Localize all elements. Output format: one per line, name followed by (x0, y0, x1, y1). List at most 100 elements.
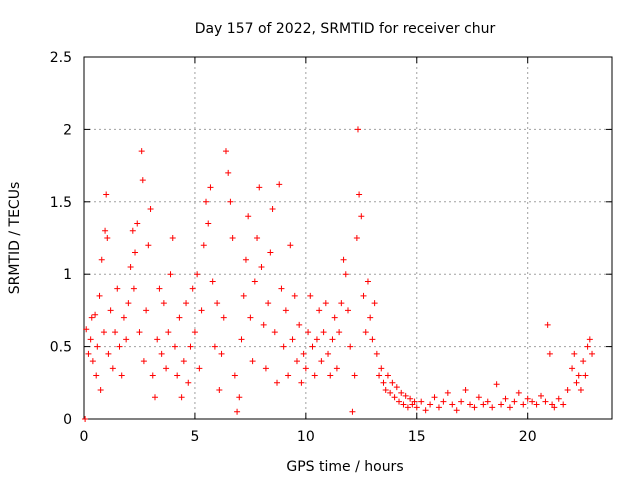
data-point (325, 350, 332, 357)
data-point (163, 365, 170, 372)
data-point (205, 220, 212, 227)
data-point (584, 343, 591, 350)
data-point (276, 181, 283, 188)
data-point (200, 242, 207, 249)
data-point (480, 401, 487, 408)
data-point (151, 394, 158, 401)
data-point (245, 213, 252, 220)
data-point (89, 358, 96, 365)
data-point (322, 300, 329, 307)
data-point (431, 394, 438, 401)
data-point (316, 307, 323, 314)
data-point (93, 372, 100, 379)
data-point (318, 358, 325, 365)
data-point (356, 191, 363, 198)
grid-layer (84, 57, 612, 419)
data-point (114, 285, 121, 292)
data-point (293, 358, 300, 365)
data-point (402, 392, 409, 399)
data-point (169, 235, 176, 241)
data-point (311, 372, 318, 379)
data-point (580, 358, 587, 365)
data-point (393, 384, 400, 391)
data-point (100, 329, 107, 336)
y-axis: 0 0.5 1 1.5 2 2.5 (50, 50, 612, 428)
data-point (207, 184, 214, 191)
data-point (267, 249, 274, 256)
data-point (371, 300, 378, 307)
data-point (225, 169, 232, 176)
data-point (342, 271, 349, 278)
x-tick-label: 10 (297, 429, 315, 445)
plot-frame (83, 56, 613, 420)
data-point (96, 292, 103, 299)
data-point (260, 321, 267, 328)
data-point (94, 343, 101, 350)
data-point (158, 350, 165, 357)
data-point (298, 379, 305, 386)
data-point (138, 148, 145, 155)
data-point (139, 177, 146, 184)
data-point (427, 401, 434, 408)
data-point (191, 329, 198, 336)
data-point (183, 300, 190, 307)
data-point (247, 314, 254, 321)
data-point (104, 235, 111, 241)
data-point (411, 398, 418, 405)
data-point (577, 387, 584, 394)
data-point (515, 389, 522, 396)
data-point (116, 343, 123, 350)
data-point (274, 379, 281, 386)
data-point (435, 404, 442, 411)
data-point (493, 381, 500, 388)
data-point (360, 292, 367, 299)
data-point (305, 329, 312, 336)
data-point (289, 336, 296, 343)
data-point (351, 372, 358, 379)
data-point (82, 416, 89, 422)
data-point (422, 407, 429, 414)
data-point (362, 329, 369, 336)
data-point (102, 227, 109, 234)
y-tick-label: 0 (63, 412, 72, 428)
data-point (271, 329, 278, 336)
data-point (571, 350, 578, 357)
data-point (194, 271, 201, 278)
data-point (176, 314, 183, 321)
data-point (129, 227, 136, 234)
data-point (564, 387, 571, 394)
data-point (216, 387, 223, 394)
data-point (229, 235, 236, 241)
data-point (544, 321, 551, 328)
data-point (107, 307, 114, 314)
data-point (384, 372, 391, 379)
data-point (222, 148, 229, 155)
y-axis-label: SRMTID / TECUs (7, 182, 23, 295)
data-point (449, 401, 456, 408)
data-point (589, 350, 596, 357)
data-point (92, 311, 99, 318)
data-point (160, 300, 167, 307)
data-point (573, 379, 580, 386)
data-point (220, 314, 227, 321)
data-point (134, 220, 141, 227)
data-point (165, 329, 172, 336)
data-point (258, 263, 265, 270)
data-point (467, 401, 474, 408)
data-point (462, 387, 469, 394)
data-point (154, 336, 161, 343)
data-point (112, 329, 119, 336)
data-point (458, 398, 465, 405)
data-point (140, 358, 147, 365)
data-point (307, 292, 314, 299)
data-point (187, 343, 194, 350)
data-point (551, 404, 558, 411)
data-point (87, 336, 94, 343)
data-point (136, 329, 143, 336)
data-point (218, 350, 225, 357)
data-point (345, 307, 351, 314)
y-tick-label: 1.5 (50, 195, 72, 211)
data-point (347, 343, 354, 350)
data-point (203, 198, 210, 205)
